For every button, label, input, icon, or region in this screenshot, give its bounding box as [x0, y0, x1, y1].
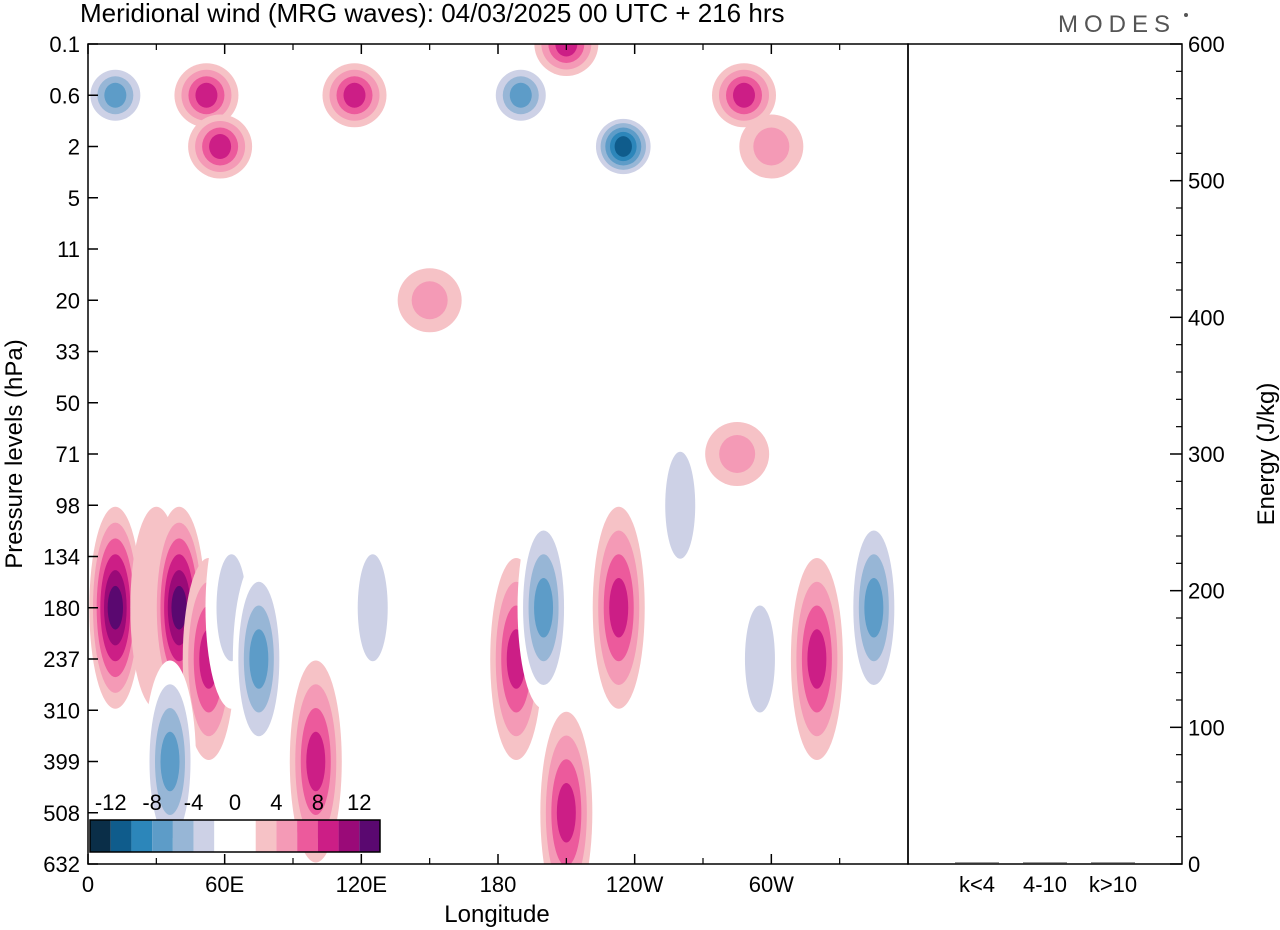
wind-anomaly-14 — [790, 558, 843, 760]
wind-anomaly-10 — [517, 506, 570, 709]
wind-anomaly-16 — [88, 63, 148, 128]
colorbar-swatch — [90, 820, 111, 852]
energy-tick-label: 400 — [1188, 305, 1225, 330]
colorbar-swatch — [152, 820, 173, 852]
colorbar-border — [89, 819, 381, 853]
energy-frame — [907, 43, 1183, 865]
x-tick-label: 0 — [82, 872, 94, 897]
energy-tick-label: 300 — [1188, 442, 1225, 467]
energy-tick-label: 200 — [1188, 579, 1225, 604]
y-tick-label: 33 — [56, 340, 80, 365]
y-axis: 0.1 0.6 2 5 11 20 33 50 71 98 134 180 237 310 399 508 63… — [43, 32, 98, 877]
energy-bar — [955, 862, 999, 864]
y-tick-label: 237 — [43, 647, 80, 672]
y-tick-label: 98 — [56, 493, 80, 518]
wind-anomaly-5 — [232, 558, 285, 760]
x-tick-label: 180 — [480, 872, 517, 897]
energy-bars: k<4 4-10 k>10 — [955, 862, 1137, 897]
wind-anomaly-26 — [654, 404, 707, 607]
colorbar: -12 -8 -4 0 4 8 12 — [89, 790, 381, 853]
chart-title: Meridional wind (MRG waves): 04/03/2025 … — [80, 0, 785, 28]
energy-tick-label: 500 — [1188, 169, 1225, 194]
wind-anomaly-27 — [705, 422, 770, 486]
y-tick-label: 632 — [43, 852, 80, 877]
y-axis-label: Pressure levels (hPa) — [1, 339, 28, 568]
heatmap-area — [88, 44, 900, 864]
y-tick-label: 310 — [43, 698, 80, 723]
wind-anomaly-21 — [591, 114, 656, 179]
x-axis: 0 60E 120E 180 120W 60W — [82, 44, 841, 897]
y-tick-label: 134 — [43, 545, 80, 570]
wind-anomaly-23 — [712, 63, 776, 128]
y-tick-label: 0.6 — [49, 83, 80, 108]
energy-axis-label: Energy (J/kg) — [1253, 383, 1280, 526]
x-tick-label: 60E — [205, 872, 244, 897]
y-tick-label: 508 — [43, 801, 80, 826]
colorbar-swatch — [276, 820, 298, 852]
colorbar-label: 0 — [229, 790, 241, 815]
wind-anomaly-7 — [346, 506, 399, 709]
colorbar-label: 8 — [312, 790, 324, 815]
wind-anomaly-25 — [397, 268, 462, 333]
wind-anomaly-8 — [144, 660, 196, 863]
x-axis-label: Longitude — [444, 901, 549, 928]
wind-anomaly-19 — [322, 63, 387, 128]
wind-anomaly-15 — [847, 506, 900, 709]
colorbar-swatch — [359, 820, 380, 852]
energy-category-label: k<4 — [959, 872, 995, 897]
y-tick-label: 20 — [56, 288, 80, 313]
wind-anomaly-20 — [488, 63, 553, 128]
colorbar-label: 12 — [347, 790, 371, 815]
colorbar-swatch — [235, 820, 256, 852]
x-tick-label: 120E — [336, 872, 387, 897]
wind-anomaly-0 — [89, 506, 142, 709]
colorbar-swatch — [255, 820, 277, 852]
y-tick-label: 2 — [68, 135, 80, 160]
energy-axis: 0 100 200 300 400 500 600 — [1170, 32, 1225, 877]
colorbar-swatch — [110, 820, 132, 852]
colorbar-swatch — [317, 820, 339, 852]
colorbar-swatch — [131, 820, 153, 852]
y-tick-label: 71 — [56, 442, 80, 467]
logo-dot-icon — [1184, 13, 1188, 17]
wind-anomaly-6 — [289, 660, 342, 863]
colorbar-swatch — [193, 820, 215, 852]
colorbar-swatch — [214, 820, 235, 852]
wind-anomaly-13 — [733, 558, 786, 760]
energy-bar — [1091, 862, 1135, 864]
colorbar-label: -8 — [142, 790, 162, 815]
x-tick-label: 120W — [606, 872, 664, 897]
energy-category-label: 4-10 — [1023, 872, 1067, 897]
x-tick-label: 60W — [749, 872, 794, 897]
y-tick-label: 180 — [43, 596, 80, 621]
colorbar-swatch — [297, 820, 318, 852]
colorbar-label: -12 — [95, 790, 127, 815]
wind-anomaly-17 — [174, 63, 239, 128]
wind-anomaly-12 — [592, 506, 645, 709]
y-tick-label: 399 — [43, 750, 80, 775]
wind-anomaly-18 — [188, 114, 253, 179]
wind-anomaly-22 — [534, 44, 599, 76]
energy-tick-label: 100 — [1188, 715, 1225, 740]
wind-anomaly-11 — [540, 711, 593, 864]
colorbar-swatch — [338, 820, 360, 852]
energy-tick-label: 600 — [1188, 32, 1225, 57]
modes-logo: MODES — [1058, 11, 1176, 38]
energy-bar — [1023, 862, 1067, 864]
wind-anomaly-24 — [739, 114, 804, 179]
colorbar-swatch — [172, 820, 194, 852]
colorbar-label: 4 — [270, 790, 282, 815]
y-tick-label: 0.1 — [49, 32, 80, 57]
colorbar-label: -4 — [184, 790, 204, 815]
y-tick-label: 50 — [56, 391, 80, 416]
energy-category-label: k>10 — [1089, 872, 1137, 897]
y-tick-label: 5 — [68, 186, 80, 211]
energy-tick-label: 0 — [1188, 852, 1200, 877]
y-tick-label: 11 — [57, 237, 80, 262]
